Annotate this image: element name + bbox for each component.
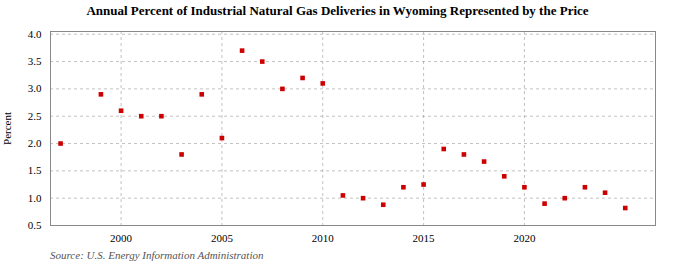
svg-text:Percent: Percent: [1, 112, 13, 145]
svg-text:4.0: 4.0: [28, 28, 42, 40]
svg-text:2.0: 2.0: [28, 137, 42, 149]
svg-text:1.0: 1.0: [28, 192, 42, 204]
html-text:Annual Percent of Industrial N: Annual Percent of Industrial Natural Gas…: [86, 3, 589, 18]
svg-text:0.5: 0.5: [28, 219, 42, 231]
svg-text:3.0: 3.0: [28, 82, 42, 94]
svg-text:2010: 2010: [312, 232, 335, 244]
svg-text:2000: 2000: [110, 232, 133, 244]
svg-text:2005: 2005: [211, 232, 234, 244]
html-text:Source: U.S. Energy Informatio: Source: U.S. Energy Information Administ…: [50, 249, 264, 261]
svg-text:3.5: 3.5: [28, 55, 42, 67]
svg-text:1.5: 1.5: [28, 164, 42, 176]
svg-text:2015: 2015: [413, 232, 436, 244]
svg-text:2.5: 2.5: [28, 110, 42, 122]
svg-text:2020: 2020: [513, 232, 536, 244]
